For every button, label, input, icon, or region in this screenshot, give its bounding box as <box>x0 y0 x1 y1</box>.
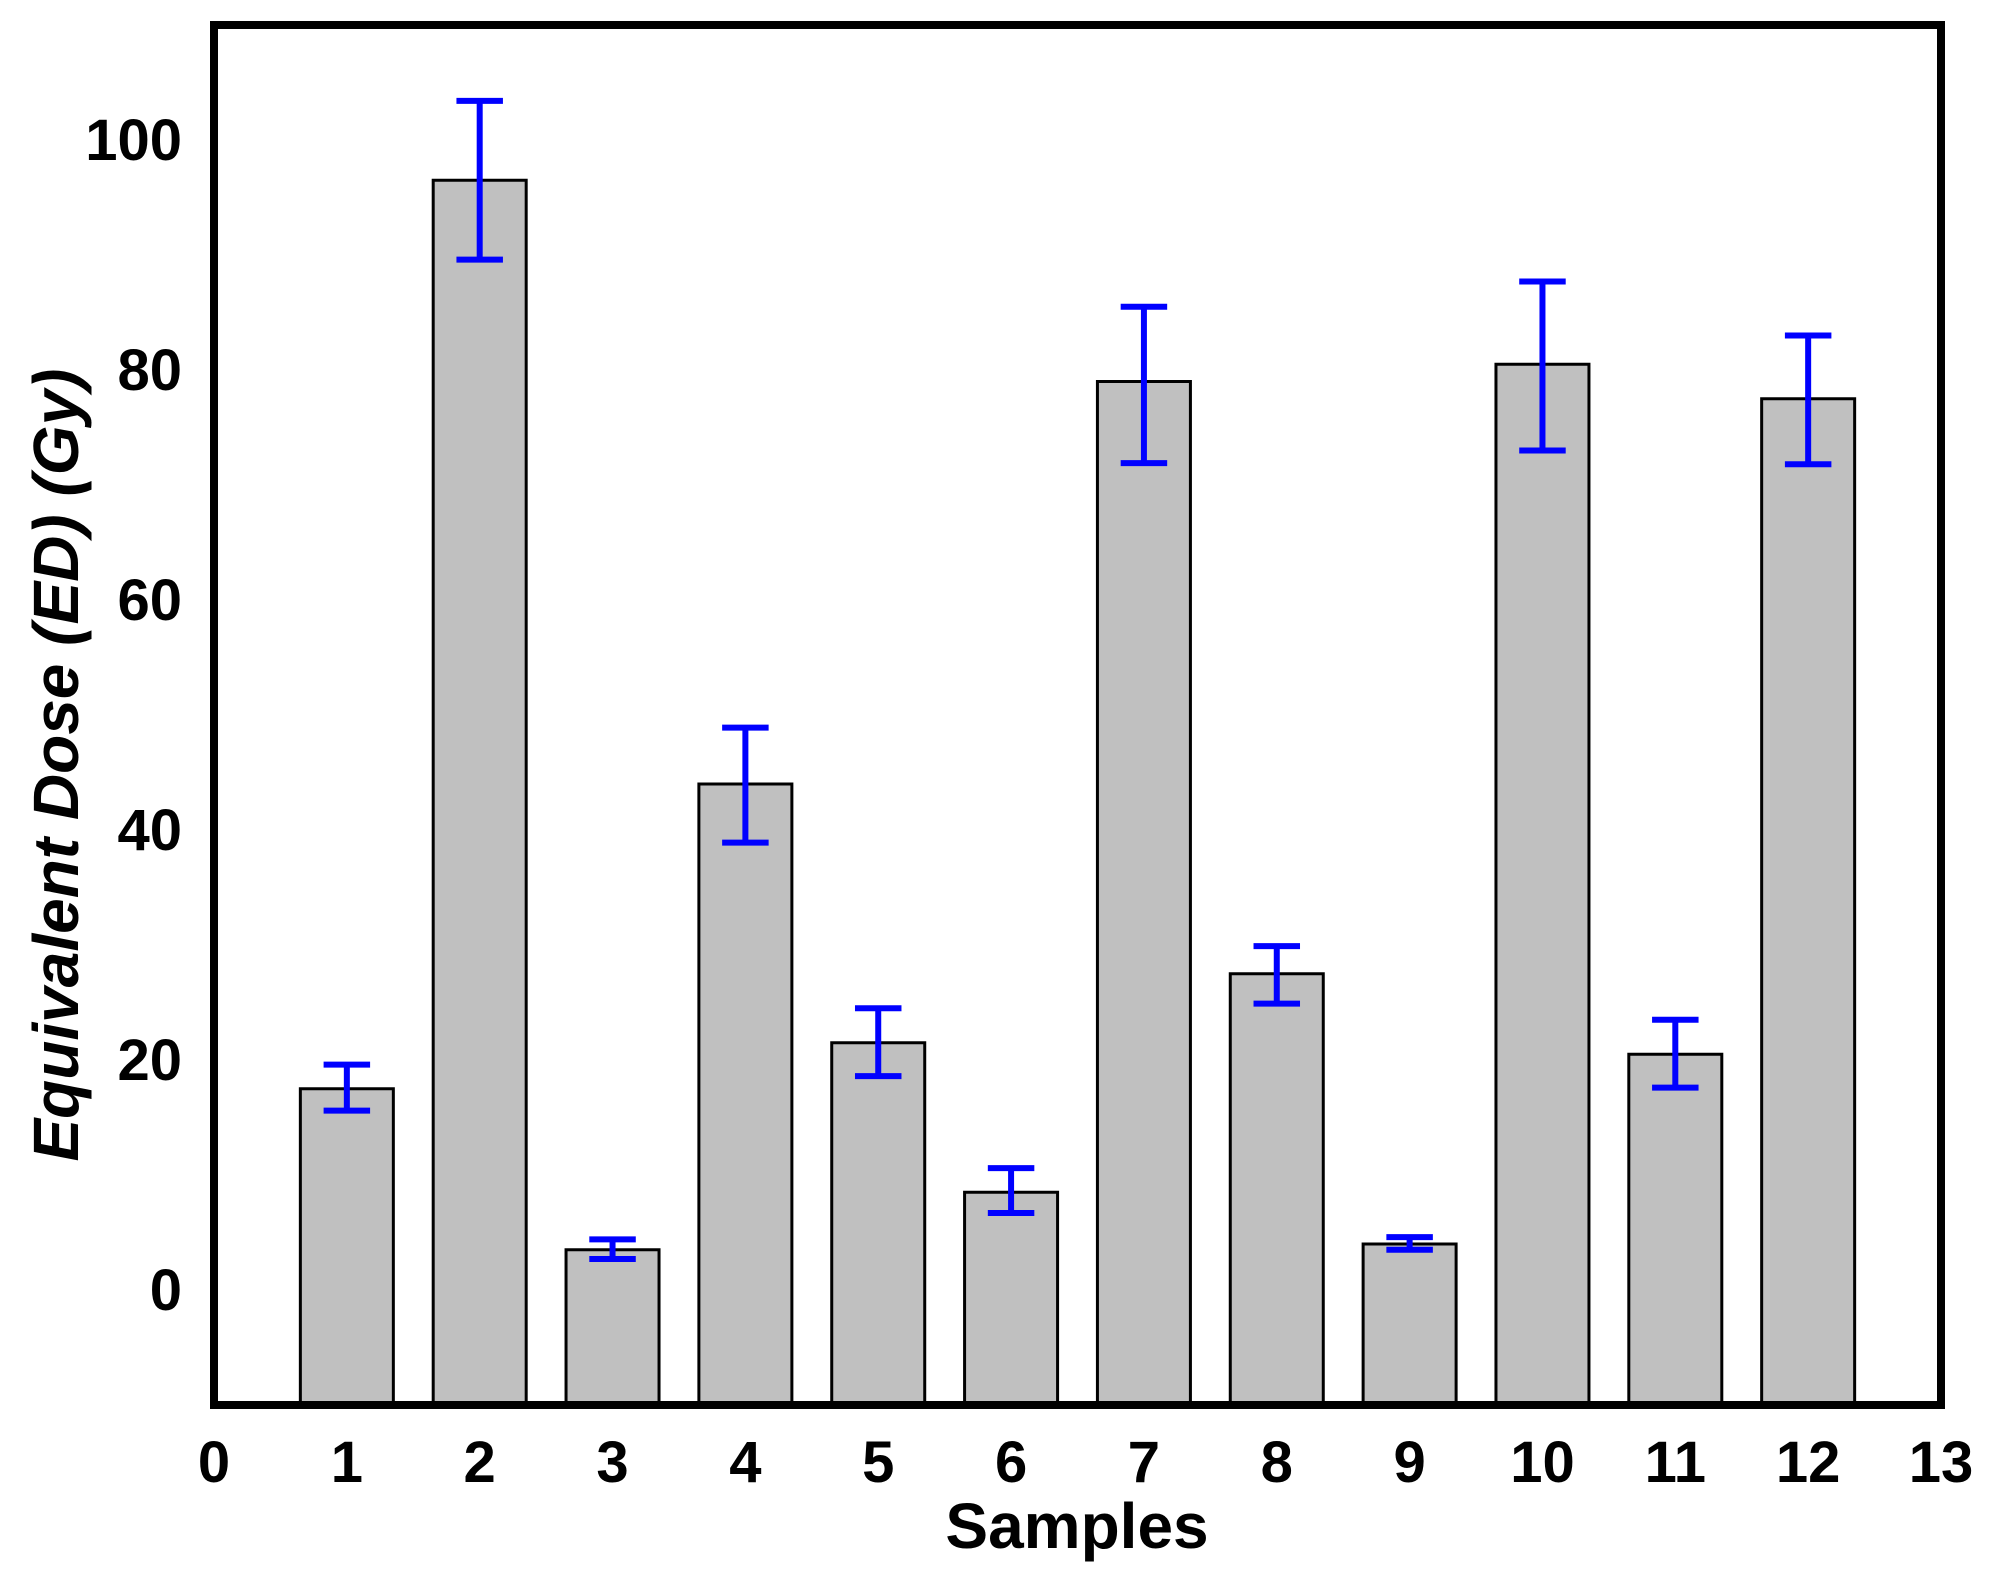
error-bar-sample-7 <box>1120 303 1168 467</box>
y-axis-title: Equivalent Dose (ED) (Gy) <box>20 369 92 1162</box>
bar-sample-9 <box>1361 1242 1458 1407</box>
bar-sample-3 <box>564 1248 661 1407</box>
y-tick-label: 40 <box>117 798 182 863</box>
error-bar-sample-10 <box>1519 278 1566 454</box>
y-tick-labels: 0 20 40 60 80 100 <box>85 108 182 1323</box>
x-tick-label: 10 <box>1510 1430 1575 1495</box>
bar-sample-6 <box>963 1190 1060 1407</box>
bar-sample-2 <box>431 178 528 1407</box>
error-bar-sample-1 <box>323 1061 371 1114</box>
x-tick-label: 4 <box>729 1430 761 1495</box>
y-tick-label: 80 <box>117 338 182 403</box>
bars-group <box>298 178 1857 1407</box>
error-bar-sample-2 <box>456 97 503 263</box>
error-bar-sample-11 <box>1652 1016 1699 1091</box>
error-bar-sample-3 <box>589 1236 636 1262</box>
error-bar-sample-9 <box>1386 1234 1433 1253</box>
x-tick-labels: 0 1 2 3 4 5 6 7 8 9 10 11 12 13 <box>198 1430 1973 1495</box>
x-tick-label: 5 <box>862 1430 894 1495</box>
x-tick-label: 11 <box>1645 1430 1706 1495</box>
error-bar-sample-8 <box>1253 943 1301 1007</box>
x-tick-label: 7 <box>1128 1430 1160 1495</box>
y-tick-label: 60 <box>117 568 182 633</box>
x-tick-label: 1 <box>331 1430 363 1495</box>
x-tick-label: 9 <box>1393 1430 1425 1495</box>
error-bar-sample-4 <box>722 724 769 846</box>
bar-sample-4 <box>697 782 794 1407</box>
bar-sample-11 <box>1627 1052 1724 1407</box>
x-tick-label: 6 <box>995 1430 1027 1495</box>
x-tick-label: 0 <box>198 1430 230 1495</box>
x-tick-label: 2 <box>464 1430 496 1495</box>
error-bar-sample-5 <box>854 1005 902 1080</box>
error-bar-sample-6 <box>987 1165 1035 1216</box>
x-axis-title: Samples <box>945 1490 1208 1562</box>
x-tick-label: 12 <box>1776 1430 1841 1495</box>
y-tick-label: 100 <box>85 108 182 173</box>
x-tick-label: 13 <box>1909 1430 1974 1495</box>
bar-sample-10 <box>1494 362 1591 1407</box>
error-bar-sample-12 <box>1784 332 1832 468</box>
y-tick-label: 20 <box>117 1028 182 1093</box>
y-tick-label: 0 <box>150 1258 182 1323</box>
bar-sample-7 <box>1095 380 1192 1407</box>
plot-frame <box>210 21 1945 1409</box>
x-tick-label: 3 <box>596 1430 628 1495</box>
bar-sample-5 <box>830 1041 927 1407</box>
x-tick-label: 8 <box>1261 1430 1293 1495</box>
bar-sample-1 <box>298 1087 395 1407</box>
error-bars-group <box>323 97 1832 1262</box>
bar-sample-12 <box>1760 397 1857 1407</box>
bar-sample-8 <box>1228 972 1325 1407</box>
